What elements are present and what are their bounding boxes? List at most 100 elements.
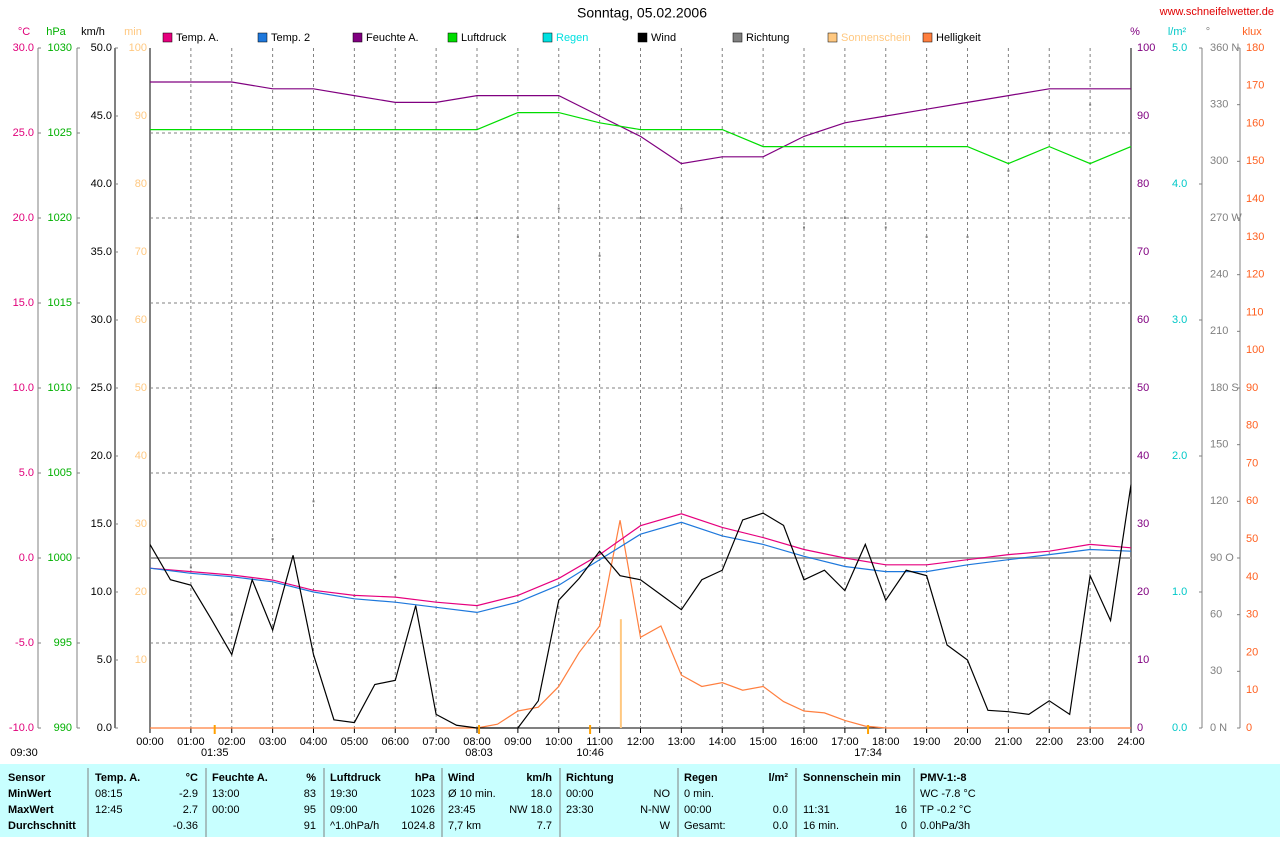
table-cell: Wind	[448, 772, 475, 784]
y-tick-label: -10.0	[9, 722, 34, 734]
table-cell: 13:00	[212, 788, 240, 800]
legend-label: Regen	[556, 32, 588, 44]
y-tick-label: 1005	[48, 467, 72, 479]
legend-label: Helligkeit	[936, 32, 981, 44]
direction-dot	[435, 387, 438, 389]
y-tick-label: 60	[135, 314, 147, 326]
y-tick-label: 90	[1246, 382, 1258, 394]
y-tick-label: 25.0	[91, 382, 112, 394]
table-cell: 1026	[411, 804, 435, 816]
table-cell: ^1.0hPa/h	[330, 820, 379, 832]
y-tick-label: 80	[135, 178, 147, 190]
y-tick-label: 80	[1246, 420, 1258, 432]
y-tick-label: 0 N	[1210, 722, 1227, 734]
axis-unit: klux	[1242, 26, 1262, 38]
series-line	[150, 520, 1131, 729]
y-tick-label: 20	[1246, 646, 1258, 658]
y-tick-label: 90	[135, 110, 147, 122]
table-cell: 00:00	[684, 804, 712, 816]
table-cell: Regen	[684, 772, 718, 784]
table-cell: 16 min.	[803, 820, 839, 832]
y-tick-label: 25.0	[13, 127, 34, 139]
y-tick-label: 160	[1246, 117, 1264, 129]
direction-dot	[1048, 132, 1051, 134]
legend-swatch	[922, 32, 933, 43]
direction-dot	[476, 217, 478, 219]
table-cell: TP -0.2 °C	[920, 804, 971, 816]
y-tick-label: 360 N	[1210, 42, 1239, 54]
y-tick-label: 5.0	[19, 467, 34, 479]
table-cell: MinWert	[8, 788, 52, 800]
direction-dot	[149, 557, 151, 559]
y-tick-label: 10	[1246, 684, 1258, 696]
y-tick-label: 110	[1246, 306, 1264, 318]
y-tick-label: 10	[135, 654, 147, 666]
table-cell: 08:15	[95, 788, 123, 800]
y-tick-label: 90 O	[1210, 552, 1234, 564]
y-tick-label: 3.0	[1172, 314, 1187, 326]
y-tick-label: 15.0	[13, 297, 34, 309]
y-tick-label: 40	[1137, 450, 1149, 462]
x-tick-label: 08:00	[463, 736, 491, 748]
direction-dot	[843, 217, 846, 219]
y-tick-label: 100	[1137, 42, 1155, 54]
x-tick-label: 03:00	[259, 736, 287, 748]
x-tick-label: 24:00	[1117, 736, 1145, 748]
y-tick-label: 0.0	[1172, 722, 1187, 734]
x-tick-label: 22:00	[1035, 736, 1063, 748]
y-tick-label: 40	[135, 450, 147, 462]
y-tick-label: 20	[135, 586, 147, 598]
series-line	[150, 112, 1132, 165]
series-line	[149, 484, 1132, 729]
event-label: 01:35	[201, 747, 229, 759]
table-cell: 0 min.	[684, 788, 714, 800]
series-line	[149, 521, 1132, 614]
direction-dot	[803, 226, 805, 229]
y-tick-label: 0.0	[97, 722, 112, 734]
table-cell: MaxWert	[8, 804, 54, 816]
direction-dot	[639, 217, 642, 219]
y-tick-label: 50.0	[91, 42, 112, 54]
table-cell: 83	[304, 788, 316, 800]
legend-swatch	[162, 32, 173, 43]
event-label: 17:34	[854, 747, 882, 759]
legend-swatch	[827, 32, 838, 43]
y-tick-label: 270 W	[1210, 212, 1242, 224]
legend-swatch	[542, 32, 553, 43]
x-tick-label: 09:00	[504, 736, 532, 748]
y-tick-label: 240	[1210, 269, 1228, 281]
table-cell: 19:30	[330, 788, 358, 800]
y-tick-label: 70	[1246, 457, 1258, 469]
y-tick-label: 15.0	[91, 518, 112, 530]
x-tick-label: 14:00	[708, 736, 736, 748]
x-tick-label: 04:00	[300, 736, 328, 748]
y-tick-label: 70	[1137, 246, 1149, 258]
direction-dot	[680, 207, 683, 210]
table-cell: km/h	[526, 772, 552, 784]
stats-background	[0, 764, 1280, 837]
event-label: 08:03	[465, 747, 493, 759]
table-cell: 09:00	[330, 804, 358, 816]
legend-label: Temp. 2	[271, 32, 310, 44]
table-cell: -2.9	[179, 788, 198, 800]
axis-unit: hPa	[46, 26, 66, 38]
table-cell: Durchschnitt	[8, 820, 76, 832]
y-tick-label: 20.0	[91, 450, 112, 462]
x-tick-label: 12:00	[627, 736, 655, 748]
legend-label: Temp. A.	[176, 32, 219, 44]
y-tick-label: 90	[1137, 110, 1149, 122]
x-tick-label: 11:00	[586, 736, 613, 748]
legend-label: Sonnenschein	[841, 32, 911, 44]
y-tick-label: 10.0	[13, 382, 34, 394]
table-cell: hPa	[415, 772, 436, 784]
direction-dot	[394, 575, 397, 578]
legend-label: Richtung	[746, 32, 789, 44]
x-tick-label: 23:00	[1076, 736, 1104, 748]
direction-dot	[516, 235, 519, 238]
table-cell: Sensor	[8, 772, 46, 784]
y-tick-label: 1000	[48, 552, 72, 564]
x-tick-label: 17:00	[831, 736, 859, 748]
table-cell: 18.0	[531, 788, 552, 800]
table-cell: Sonnenschein min	[803, 772, 901, 784]
y-tick-label: 140	[1246, 193, 1264, 205]
